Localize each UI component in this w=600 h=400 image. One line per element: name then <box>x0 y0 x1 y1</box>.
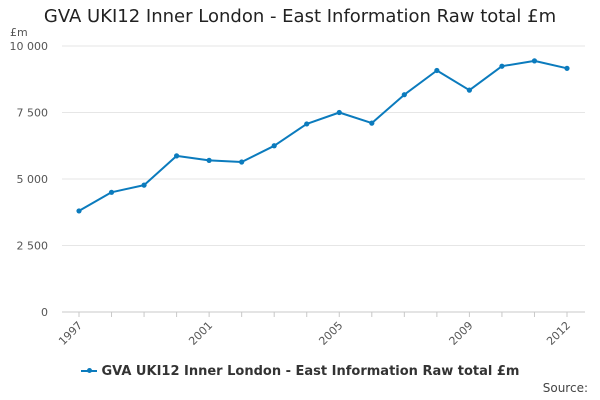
x-tick-label: 2012 <box>544 319 573 348</box>
legend[interactable]: GVA UKI12 Inner London - East Informatio… <box>0 364 600 379</box>
data-point[interactable] <box>401 92 407 98</box>
y-tick-label: 0 <box>41 306 48 319</box>
x-tick-label: 1997 <box>56 319 85 348</box>
data-point[interactable] <box>564 65 570 71</box>
data-point[interactable] <box>531 58 538 64</box>
data-point[interactable] <box>108 189 115 195</box>
data-point[interactable] <box>239 159 245 165</box>
data-point[interactable] <box>466 87 472 93</box>
series-line <box>78 59 568 212</box>
gridlines <box>62 45 585 313</box>
x-tick-label: 2001 <box>186 319 215 348</box>
y-tick-label: 7 500 <box>17 107 49 120</box>
data-point[interactable] <box>434 67 440 74</box>
data-point[interactable] <box>271 143 277 149</box>
y-tick-label: 5 000 <box>17 173 49 186</box>
chart-title: GVA UKI12 Inner London - East Informatio… <box>43 6 557 27</box>
legend-label: GVA UKI12 Inner London - East Informatio… <box>101 364 520 379</box>
y-tick-label: 2 500 <box>17 240 49 253</box>
data-point[interactable] <box>499 63 505 69</box>
x-tick-label: 2009 <box>447 319 476 348</box>
data-point[interactable] <box>76 208 82 214</box>
y-tick-label: 10 000 <box>10 40 49 53</box>
data-point[interactable] <box>141 182 147 188</box>
legend-swatch <box>80 367 97 373</box>
data-point[interactable] <box>336 109 342 116</box>
series-group <box>76 58 570 214</box>
y-axis-ticks: 0 2 500 5 000 7 500 10 000£m <box>10 26 49 319</box>
data-point[interactable] <box>369 120 375 126</box>
x-tick-label: 2005 <box>316 319 345 348</box>
y-axis-unit: £m <box>10 26 28 39</box>
data-point[interactable] <box>304 121 310 127</box>
source-label: Source: <box>542 381 588 395</box>
data-point[interactable] <box>206 157 212 163</box>
x-axis: 1997 2001 2005 2009 2012 <box>56 311 585 348</box>
data-point[interactable] <box>174 153 180 159</box>
